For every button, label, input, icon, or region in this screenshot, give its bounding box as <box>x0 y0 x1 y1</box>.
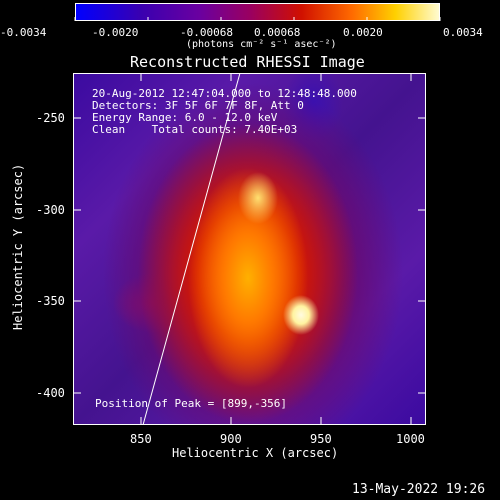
colorbar-tick-label: 0.00068 <box>254 26 301 39</box>
y-axis-title: Heliocentric Y (arcsec) <box>11 163 25 330</box>
plot-title: Reconstructed RHESSI Image <box>130 53 365 71</box>
limb-line <box>142 73 241 425</box>
y-tick-label: -250 <box>36 111 65 125</box>
annotation-time-range: 20-Aug-2012 12:47:04.000 to 12:48:48.000 <box>92 87 357 100</box>
x-tick-label: 950 <box>310 432 332 446</box>
annotation-detectors: Detectors: 3F 5F 6F 7F 8F, Att 0 <box>92 99 304 112</box>
colorbar-tick-label: -0.0020 <box>92 26 139 39</box>
y-tick-label: -300 <box>36 203 65 217</box>
colorbar-tick-label: -0.0034 <box>0 26 47 39</box>
y-tick-label: -400 <box>36 386 65 400</box>
colorbar-unit-label: (photons cm⁻² s⁻¹ asec⁻²) <box>186 39 337 50</box>
image-frame <box>73 73 426 425</box>
colorbar-tick-label: -0.00068 <box>180 26 233 39</box>
y-tick-label: -350 <box>36 294 65 308</box>
annotation-energy-range: Energy Range: 6.0 - 12.0 keV <box>92 111 278 124</box>
annotation-clean-counts: Clean Total counts: 7.40E+03 <box>92 123 298 136</box>
x-tick-label: 900 <box>220 432 242 446</box>
colorbar-tick-label: 0.0034 <box>443 26 483 39</box>
image-panel <box>73 73 426 425</box>
annotation-peak-position: Position of Peak = [899,-356] <box>95 397 288 410</box>
x-tick-label: 850 <box>130 432 152 446</box>
footer-timestamp: 13-May-2022 19:26 <box>352 482 486 497</box>
x-tick-label: 1000 <box>396 432 425 446</box>
colorbar-tick-label: 0.0020 <box>343 26 383 39</box>
colorbar-ticks <box>74 17 441 21</box>
x-axis-title: Heliocentric X (arcsec) <box>172 446 339 460</box>
colorbar <box>75 3 440 21</box>
